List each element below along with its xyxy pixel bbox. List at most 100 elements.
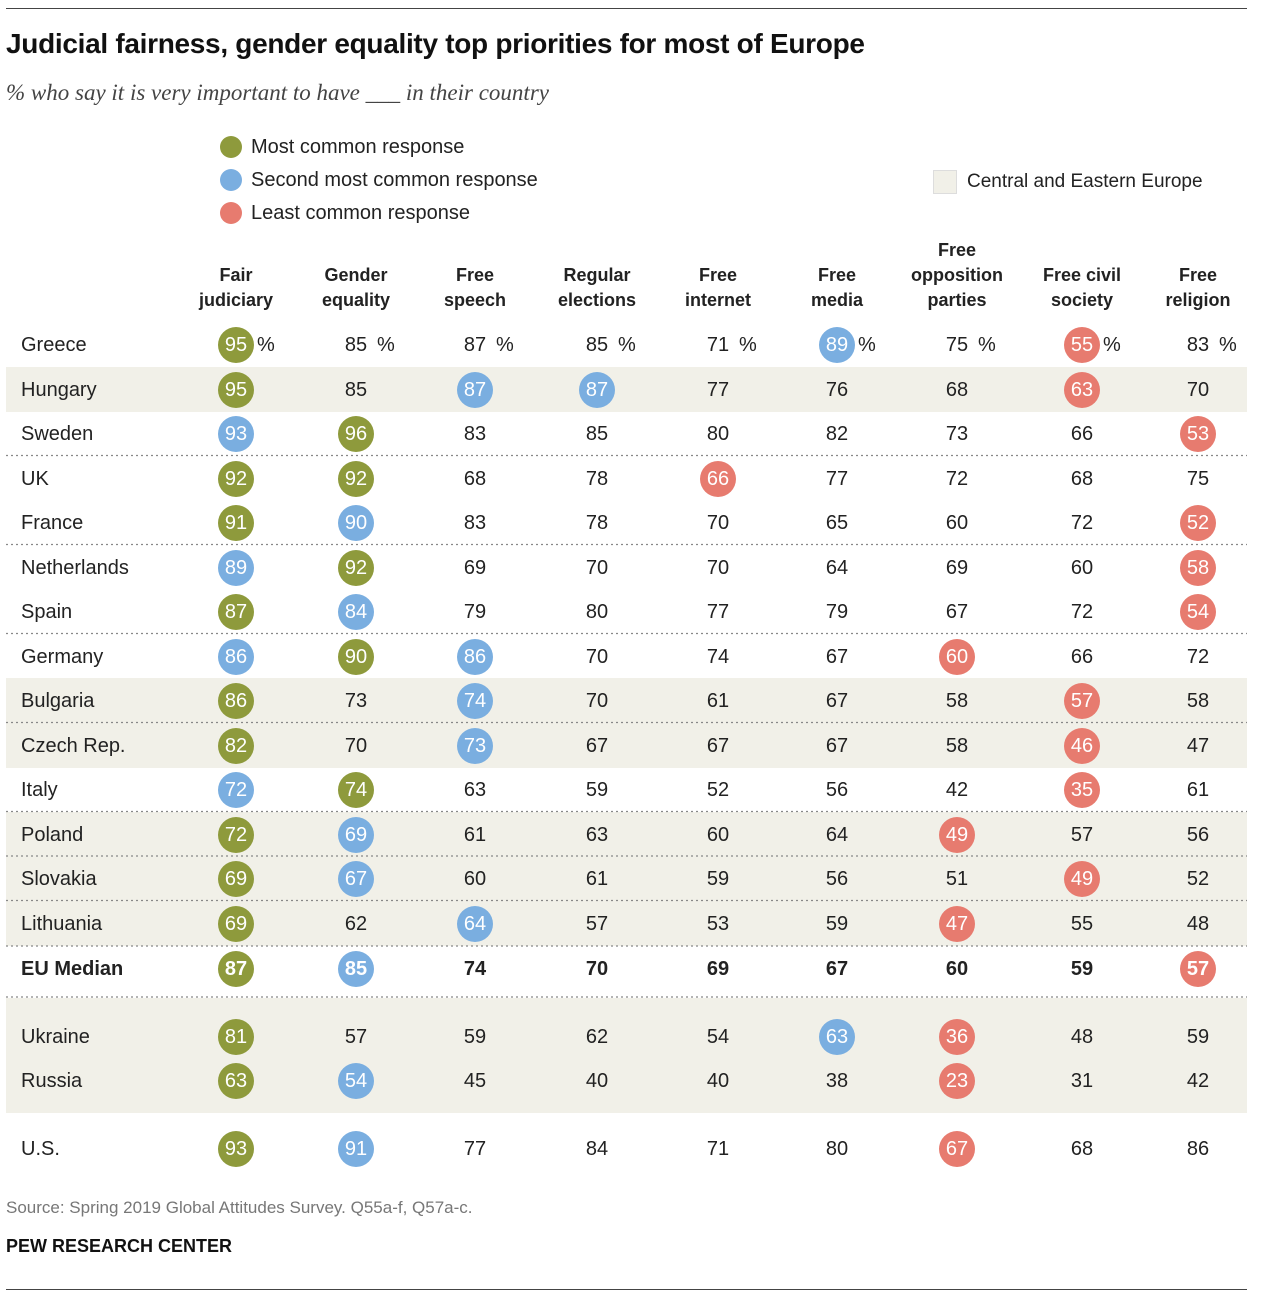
data-value: 67 (826, 735, 848, 757)
data-value: 79 (826, 601, 848, 623)
highlight-dot (338, 594, 374, 630)
data-value: 46 (1071, 735, 1093, 757)
highlight-dot (1064, 728, 1100, 764)
data-value: 92 (345, 557, 367, 579)
data-value: 67 (707, 735, 729, 757)
data-value: 83 (464, 423, 486, 445)
credit-line: PEW RESEARCH CENTER (6, 1236, 233, 1256)
column-header: society (1051, 290, 1113, 310)
highlight-dot (218, 906, 254, 942)
highlight-dot (819, 1019, 855, 1055)
data-value: 64 (826, 557, 848, 579)
data-value: 57 (1071, 824, 1093, 846)
data-value: 73 (345, 690, 367, 712)
column-header: Free (938, 240, 976, 260)
data-value: 74 (345, 779, 367, 801)
data-value: 73 (464, 735, 486, 757)
highlight-dot (1064, 772, 1100, 808)
column-header: Free (456, 265, 494, 285)
row-label: Germany (21, 646, 103, 668)
row-label: France (21, 512, 83, 534)
data-value: 59 (707, 868, 729, 890)
highlight-dot (338, 550, 374, 586)
data-value: 68 (1071, 1138, 1093, 1160)
data-value: 78 (586, 468, 608, 490)
data-value: 77 (826, 468, 848, 490)
data-value: 70 (707, 512, 729, 534)
highlight-dot (218, 505, 254, 541)
region-band (6, 812, 1247, 857)
data-value: 57 (1187, 958, 1209, 980)
data-value: 86 (464, 646, 486, 668)
source-note: Source: Spring 2019 Global Attitudes Sur… (6, 1198, 473, 1217)
highlight-dot (338, 1131, 374, 1167)
region-band (6, 856, 1247, 901)
percent-sign: % (978, 334, 996, 356)
highlight-dot (457, 372, 493, 408)
highlight-dot (218, 951, 254, 987)
data-value: 63 (1071, 379, 1093, 401)
data-value: 54 (707, 1026, 729, 1048)
data-value: 85 (586, 334, 608, 356)
highlight-dot (939, 817, 975, 853)
data-value: 67 (586, 735, 608, 757)
data-value: 66 (1071, 423, 1093, 445)
data-value: 85 (345, 379, 367, 401)
column-header: Gender (324, 265, 387, 285)
data-value: 48 (1071, 1026, 1093, 1048)
data-value: 70 (586, 690, 608, 712)
legend-most-label: Most common response (251, 135, 465, 158)
data-value: 72 (1187, 646, 1209, 668)
data-value: 84 (586, 1138, 608, 1160)
column-header: Regular (563, 265, 630, 285)
data-value: 60 (707, 824, 729, 846)
data-value: 90 (345, 646, 367, 668)
data-value: 80 (826, 1138, 848, 1160)
data-value: 56 (826, 779, 848, 801)
row-label: U.S. (21, 1138, 60, 1160)
data-value: 54 (345, 1070, 367, 1092)
data-value: 68 (946, 379, 968, 401)
highlight-dot (338, 817, 374, 853)
region-band (6, 723, 1247, 768)
data-value: 69 (946, 557, 968, 579)
data-value: 60 (946, 958, 968, 980)
data-value: 92 (225, 468, 247, 490)
data-value: 80 (707, 423, 729, 445)
highlight-dot (218, 639, 254, 675)
data-value: 67 (826, 646, 848, 668)
highlight-dot (218, 817, 254, 853)
column-header: Free (818, 265, 856, 285)
highlight-dot (338, 861, 374, 897)
data-value: 67 (946, 601, 968, 623)
data-value: 59 (1187, 1026, 1209, 1048)
highlight-dot (218, 861, 254, 897)
highlight-dot (457, 728, 493, 764)
data-value: 67 (345, 868, 367, 890)
highlight-dot (939, 1019, 975, 1055)
data-value: 45 (464, 1070, 486, 1092)
data-value: 87 (225, 958, 247, 980)
row-label: Ukraine (21, 1026, 90, 1048)
chart-title: Judicial fairness, gender equality top p… (6, 28, 865, 59)
data-value: 85 (586, 423, 608, 445)
column-header: equality (322, 290, 390, 310)
data-value: 61 (464, 824, 486, 846)
highlight-dot (338, 639, 374, 675)
percent-sign: % (496, 334, 514, 356)
highlight-dot (1180, 594, 1216, 630)
data-value: 87 (586, 379, 608, 401)
percent-sign: % (1219, 334, 1237, 356)
data-value: 58 (1187, 557, 1209, 579)
highlight-dot (939, 639, 975, 675)
data-value: 64 (464, 913, 486, 935)
data-value: 60 (464, 868, 486, 890)
data-value: 49 (946, 824, 968, 846)
data-value: 58 (1187, 690, 1209, 712)
region-band (6, 998, 1247, 1113)
data-value: 72 (1071, 601, 1093, 623)
highlight-dot (338, 461, 374, 497)
highlight-dot (218, 372, 254, 408)
data-value: 62 (345, 913, 367, 935)
highlight-dot (457, 906, 493, 942)
